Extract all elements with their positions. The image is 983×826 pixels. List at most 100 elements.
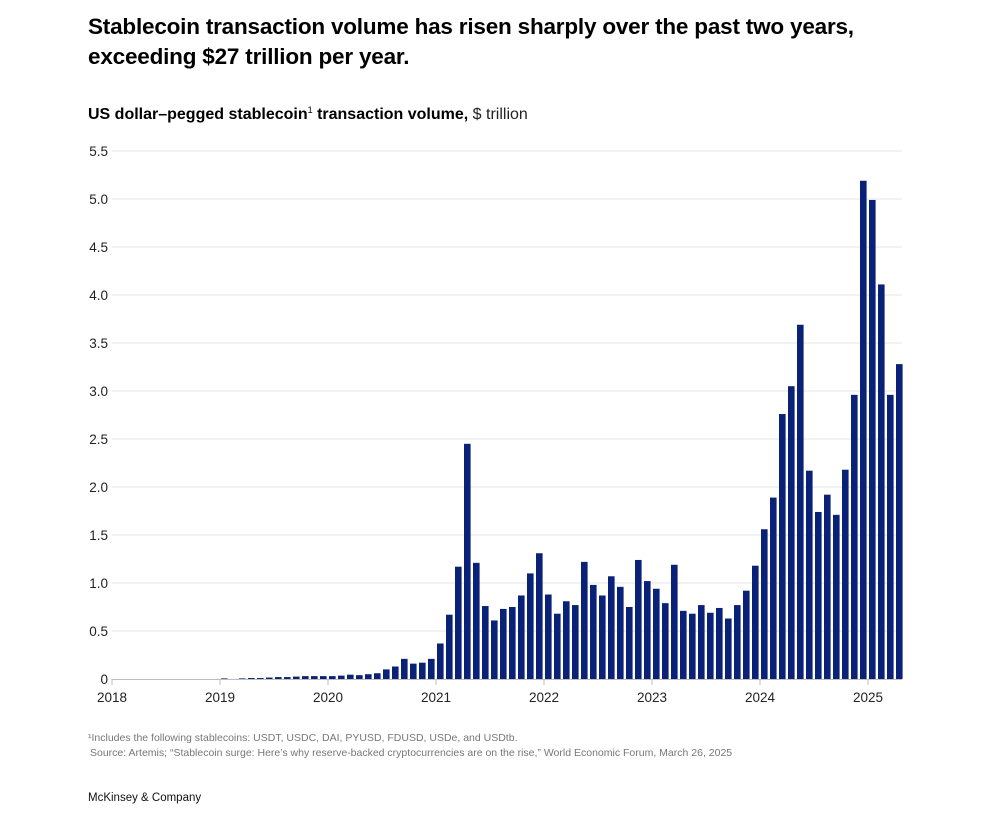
bar-2024-08 (824, 494, 831, 679)
bar-2024-06 (806, 470, 813, 679)
footnote: ¹Includes the following stablecoins: USD… (88, 732, 518, 744)
subtitle-label-tail: transaction volume, (312, 106, 469, 123)
y-tick-label: 0 (100, 672, 108, 687)
y-tick-label: 3.0 (89, 384, 108, 399)
bar-2022-03 (563, 601, 570, 679)
bar-2020-04 (356, 675, 363, 679)
bar-2023-02 (662, 603, 669, 679)
bar-2020-06 (374, 673, 381, 679)
x-tick-label: 2025 (853, 690, 883, 705)
bar-2022-06 (590, 584, 597, 679)
bar-2019-12 (320, 676, 327, 679)
bar-2024-03 (779, 414, 786, 679)
bar-2021-12 (536, 553, 543, 679)
bar-2020-11 (419, 662, 426, 679)
bar-2019-07 (275, 677, 282, 679)
bar-2020-07 (383, 669, 390, 679)
bar-2019-11 (311, 676, 318, 679)
bar-2020-09 (401, 658, 408, 679)
bar-2024-12 (860, 180, 867, 679)
bar-2021-02 (446, 614, 453, 679)
bar-2019-09 (293, 676, 300, 679)
bar-2023-05 (689, 613, 696, 679)
bar-2021-05 (473, 562, 480, 679)
bar-2024-10 (842, 469, 849, 679)
bar-2024-07 (815, 511, 822, 679)
y-tick-label: 5.0 (89, 192, 108, 207)
bar-2022-07 (599, 595, 606, 679)
bar-2023-04 (680, 610, 687, 679)
x-tick-label: 2021 (421, 690, 451, 705)
bar-2023-01 (653, 588, 660, 679)
bar-2019-04 (248, 678, 255, 679)
bar-2023-10 (734, 605, 741, 679)
bar-2022-02 (554, 613, 561, 679)
bar-2020-08 (392, 666, 399, 679)
y-tick-label: 4.0 (89, 288, 108, 303)
bar-2020-10 (410, 663, 417, 679)
bar-2021-04 (464, 443, 471, 679)
gridlines (112, 150, 902, 632)
y-axis-tick-labels: 0 0.5 1.0 1.5 2.0 2.5 3.0 3.5 4.0 4.5 5.0 5.5 (89, 144, 108, 687)
bar-2025-01 (869, 199, 876, 679)
bar-2019-08 (284, 677, 291, 679)
bar-2022-10 (626, 607, 633, 679)
bar-2025-04 (896, 364, 903, 679)
bar-2019-06 (266, 677, 273, 679)
chart-headline: Stablecoin transaction volume has risen … (88, 14, 854, 69)
x-tick-label: 2019 (205, 690, 235, 705)
bar-2021-03 (455, 566, 462, 679)
bar-2025-03 (887, 394, 894, 679)
bar-2024-02 (770, 497, 777, 679)
brand-logo-text: McKinsey & Company (88, 792, 202, 804)
y-tick-label: 1.0 (89, 576, 108, 591)
bar-2020-12 (428, 658, 435, 679)
x-tick-label: 2022 (529, 690, 559, 705)
bar-2022-09 (617, 586, 624, 679)
bar-2019-10 (302, 676, 309, 679)
bar-2025-02 (878, 284, 885, 679)
source-note: Source: Artemis; “Stablecoin surge: Here… (90, 747, 733, 759)
bar-2023-12 (752, 565, 759, 679)
bar-2023-09 (725, 618, 732, 679)
x-tick-label: 2020 (313, 690, 343, 705)
bar-2021-10 (518, 595, 525, 679)
bar-2022-04 (572, 605, 579, 679)
x-axis: 2018 2019 2020 2021 2022 2023 2024 2025 (97, 679, 902, 705)
bar-2024-05 (797, 324, 804, 679)
bar-2021-08 (500, 608, 507, 679)
bar-2024-09 (833, 514, 840, 679)
bar-2020-02 (338, 675, 345, 679)
bar-2022-01 (545, 594, 552, 679)
bar-2022-05 (581, 561, 588, 679)
bar-2021-01 (437, 643, 444, 679)
bar-2024-11 (851, 394, 858, 679)
bar-2023-07 (707, 612, 714, 679)
bar-2024-01 (761, 529, 768, 679)
bar-chart: 00.51.01.52.02.53.03.54.04.55.05.5 2018 2… (89, 144, 903, 705)
x-tick-label: 2023 (637, 690, 667, 705)
bar-2022-08 (608, 576, 615, 679)
x-tick-label: 2024 (745, 690, 776, 705)
bars (221, 180, 903, 679)
bar-2021-09 (509, 607, 516, 679)
footnote-marker: 1 (307, 105, 313, 115)
bar-2023-03 (671, 564, 678, 679)
bar-2021-07 (491, 620, 498, 679)
subtitle-unit: $ trillion (468, 106, 528, 123)
bar-2024-04 (788, 386, 795, 679)
y-tick-label: 2.0 (89, 480, 108, 495)
y-tick-label: 5.5 (89, 144, 108, 159)
bar-2022-12 (644, 581, 651, 679)
bar-2022-11 (635, 559, 642, 679)
bar-2023-06 (698, 605, 705, 679)
y-tick-label: 2.5 (89, 432, 108, 447)
chart-subtitle: US dollar–pegged stablecoin1 transaction… (88, 99, 528, 126)
bar-2021-11 (527, 573, 534, 679)
bar-2019-01 (221, 678, 228, 679)
bar-2021-06 (482, 606, 489, 679)
x-tick-label: 2018 (97, 690, 127, 705)
bar-2023-08 (716, 607, 723, 679)
bar-2023-11 (743, 590, 750, 679)
subtitle-label: US dollar–pegged stablecoin (88, 106, 308, 123)
